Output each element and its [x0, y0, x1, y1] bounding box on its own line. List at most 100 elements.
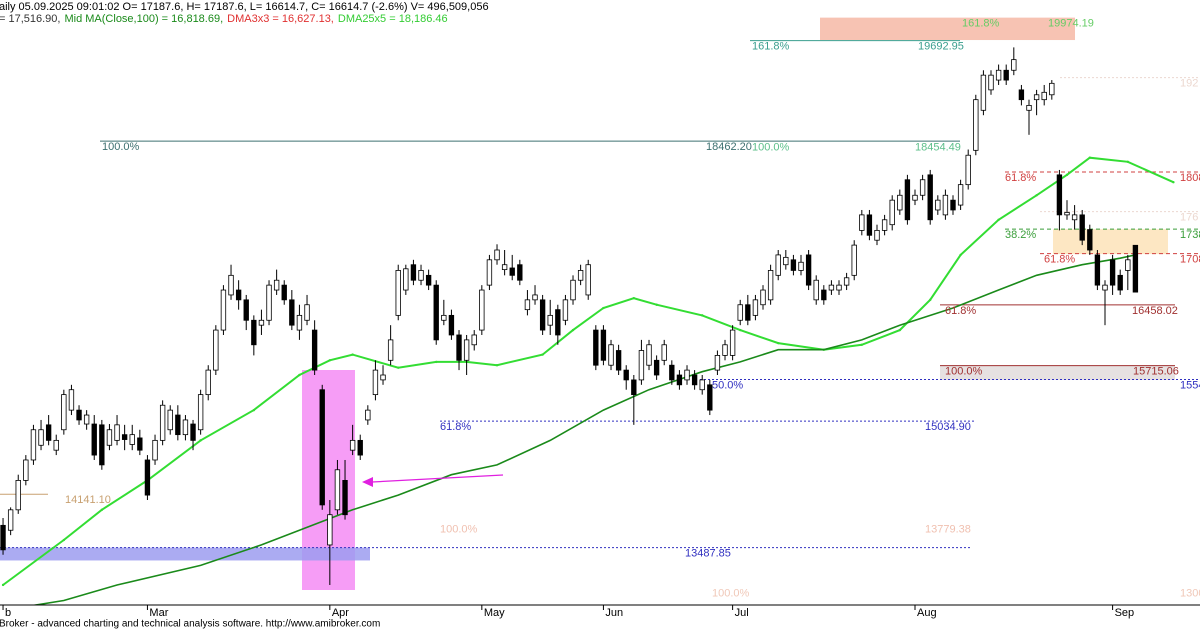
candle-body: [790, 259, 797, 271]
candle-body: [129, 434, 135, 445]
candle-body: [615, 350, 622, 371]
header-indicators: = 17,516.90, Mid MA(Close,100) = 16,818.6…: [0, 13, 448, 25]
candle-body: [1026, 104, 1032, 111]
candle-body: [729, 329, 736, 356]
candle-body: [1087, 229, 1093, 251]
candle-body: [220, 289, 227, 331]
level-label: 13779.38: [925, 524, 971, 536]
candle-body: [213, 329, 219, 371]
candle-body: [1003, 69, 1009, 81]
candle-body: [874, 229, 880, 241]
candle-body: [646, 344, 652, 366]
ma-point: [397, 366, 400, 369]
candle-body: [1125, 259, 1131, 271]
candle-body: [1056, 174, 1063, 216]
candle-body: [258, 319, 265, 326]
candle-body: [965, 154, 971, 186]
candle-body: [15, 480, 21, 511]
candle-body: [121, 434, 128, 440]
ma-point: [298, 373, 301, 377]
plot-area: [0, 17, 1200, 605]
level-label: 19974.19: [1048, 18, 1094, 30]
level-label: 61.8%: [1044, 254, 1075, 266]
candle-body: [600, 329, 607, 361]
candle-body: [395, 270, 401, 316]
candle-body: [866, 214, 873, 236]
candle-body: [691, 374, 698, 386]
candle-body: [836, 284, 842, 291]
x-tick-label: Apr: [332, 607, 349, 619]
candle-body: [889, 199, 895, 226]
candle-body: [1018, 89, 1025, 101]
x-tick-label: Mar: [149, 607, 168, 619]
candle-body: [1117, 274, 1123, 291]
level-label: 61.8%: [1005, 172, 1036, 184]
candle-body: [585, 264, 591, 296]
level-label: 192: [1180, 78, 1198, 90]
candle-body: [182, 419, 189, 436]
header-segment: = 17,516.90,: [0, 13, 60, 25]
candle-body: [995, 69, 1002, 81]
candle-body: [281, 284, 287, 301]
candle-body: [593, 329, 599, 366]
candle-body: [494, 249, 500, 261]
candle-body: [547, 314, 553, 326]
candle-body: [0, 524, 6, 551]
candle-body: [775, 254, 781, 276]
ma-point: [739, 328, 742, 332]
candle-body: [99, 424, 105, 466]
candle-body: [387, 339, 394, 361]
candle-body: [1132, 244, 1139, 293]
candle-body: [798, 261, 804, 271]
level-zone: [0, 547, 370, 561]
header-segment: DMA3x3 = 16,627.13,: [227, 13, 334, 25]
candle-body: [433, 284, 439, 341]
candle-body: [380, 374, 386, 381]
level-zone: [1053, 229, 1168, 255]
ma-point: [199, 439, 202, 442]
level-label: 161.8%: [752, 41, 790, 53]
ma-point: [571, 328, 575, 332]
candle-body: [159, 404, 166, 441]
candle-body: [653, 359, 660, 376]
ma-point: [701, 314, 704, 317]
candle-body: [988, 74, 994, 91]
ma-point: [1065, 173, 1069, 177]
candle-body: [296, 314, 303, 331]
candle-body: [752, 299, 759, 316]
candle-body: [349, 439, 356, 451]
candle-body: [881, 219, 888, 231]
candle-body: [707, 384, 713, 411]
level-label: 61.8%: [440, 421, 471, 433]
ma-point: [252, 408, 256, 412]
candle-body: [570, 279, 576, 301]
candle-body: [980, 74, 987, 111]
level-label: 15034.90: [925, 421, 971, 433]
candle-body: [767, 270, 774, 301]
header-segment: Mid MA(Close,100) = 16,818.69,: [64, 13, 223, 25]
candle-body: [957, 184, 964, 206]
candle-body: [357, 439, 363, 456]
level-label: 176: [1180, 212, 1198, 224]
candle-body: [91, 423, 97, 456]
ma-point: [100, 508, 104, 512]
candle-body: [631, 379, 637, 396]
candle-body: [859, 214, 865, 231]
ma-point: [328, 359, 332, 362]
ma-point: [1088, 156, 1092, 159]
ma-point: [898, 328, 902, 332]
x-tick-label: b: [5, 607, 11, 619]
level-label: 1808: [1180, 172, 1200, 184]
candle-body: [783, 256, 789, 266]
candle-body: [813, 279, 819, 301]
candle-body: [137, 437, 143, 451]
candle-body: [942, 194, 949, 216]
candle-body: [950, 199, 956, 211]
candle-body: [266, 284, 272, 321]
candle-body: [1041, 91, 1047, 101]
candle-body: [684, 369, 690, 381]
candle-body: [327, 514, 333, 546]
candle-body: [342, 480, 348, 516]
